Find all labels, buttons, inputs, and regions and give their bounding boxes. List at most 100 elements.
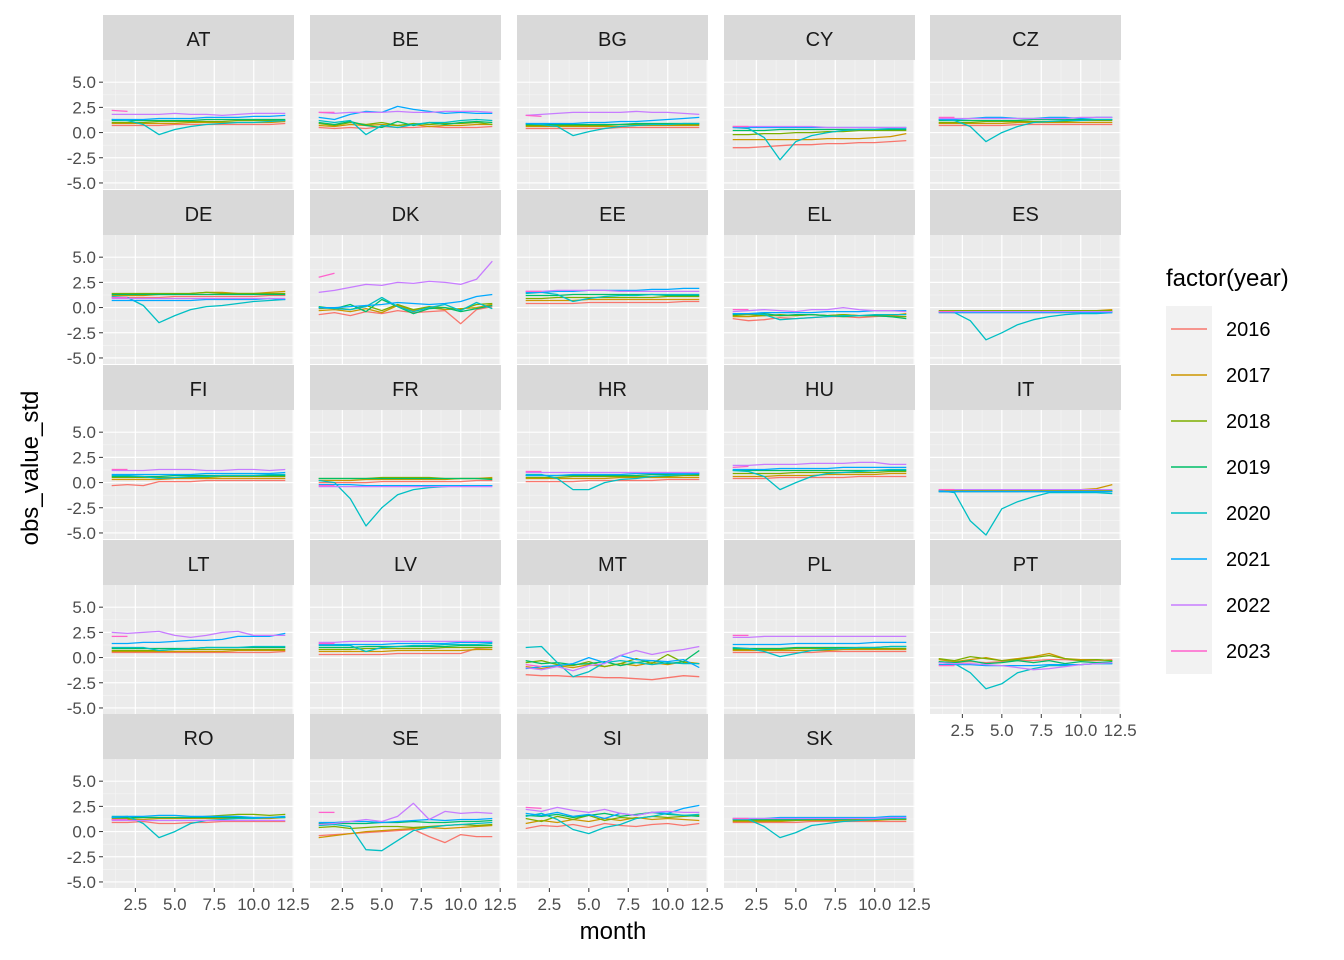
series-line-2018 [525, 653, 700, 668]
x-tick-label: 12.5 [484, 895, 517, 914]
series-line-2016 [525, 300, 700, 305]
y-tick-label: 2.5 [72, 623, 96, 642]
legend-key-background [1166, 306, 1212, 674]
panel-fr: FR [310, 365, 501, 539]
x-tick-label: 5.0 [990, 721, 1014, 740]
y-tick-label: 5.0 [72, 598, 96, 617]
series-line-2020 [111, 295, 286, 324]
strip-label: BE [392, 29, 419, 51]
panel-background [724, 235, 915, 364]
strip-label: LV [394, 554, 418, 576]
series-line-2021 [318, 105, 493, 121]
panel-background [930, 235, 1121, 364]
series-line-2022 [732, 635, 907, 639]
y-tick-label: -5.0 [67, 174, 96, 193]
strip [517, 714, 708, 759]
series-line-2017 [938, 121, 1113, 125]
x-tick-label: 10.0 [444, 895, 477, 914]
panel-si: SI 2.5 5.0 7.5 10.0 12.5 [517, 714, 724, 914]
series-line-2020 [938, 118, 1113, 143]
y-tick-label: 5.0 [72, 248, 96, 267]
x-tick-label: 7.5 [616, 895, 640, 914]
strip-label: CY [806, 29, 834, 51]
strip-label: SK [806, 728, 833, 750]
panel-lv: LV [310, 540, 501, 714]
x-tick-label: 10.0 [858, 895, 891, 914]
panel-hr: HR [517, 365, 708, 539]
strip [310, 714, 501, 759]
y-tick-label: 2.5 [72, 448, 96, 467]
series-line-2020 [111, 118, 286, 136]
x-axis-title: month [580, 918, 647, 945]
strip-label: FR [392, 379, 419, 401]
series-line-2018 [732, 129, 907, 136]
panel-cz: CZ [930, 15, 1121, 189]
y-tick-label: 2.5 [72, 273, 96, 292]
x-tick-label: 5.0 [577, 895, 601, 914]
series-line-2019 [938, 118, 1113, 122]
x-tick-label: 7.5 [202, 895, 226, 914]
series-line-2022 [938, 661, 1113, 671]
strip-label: ES [1012, 204, 1039, 226]
strip-label: SE [392, 728, 419, 750]
series-line-2021 [525, 116, 700, 125]
series-line-2023 [318, 272, 335, 278]
strip-label: LT [188, 554, 210, 576]
series-line-2016 [525, 674, 700, 681]
series-line-2021 [111, 114, 286, 121]
panel-background [724, 759, 915, 888]
y-tick-label: 0.0 [72, 649, 96, 668]
panel-background [930, 585, 1121, 714]
series-line-2017 [111, 649, 286, 653]
panel-fi: FI 5.0 2.5 0.0 -2.5 -5.0 [67, 365, 294, 543]
series-line-2020 [318, 821, 493, 852]
series-line-2016 [732, 650, 907, 654]
y-tick-label: -2.5 [67, 499, 96, 518]
panel-background [517, 759, 708, 888]
series-line-2016 [732, 475, 907, 480]
series-line-2018 [732, 470, 907, 475]
series-line-2021 [111, 814, 286, 819]
strip [310, 190, 501, 235]
series-line-2023 [525, 806, 542, 810]
strip-label: AT [186, 29, 210, 51]
strip-label: MT [598, 554, 627, 576]
series-line-2016 [732, 139, 907, 149]
series-line-2021 [732, 466, 907, 471]
strip [930, 190, 1121, 235]
panel-background [103, 759, 294, 888]
panel-hu: HU [724, 365, 915, 539]
x-tick-label: 7.5 [823, 895, 847, 914]
x-tick-label: 12.5 [1104, 721, 1137, 740]
x-tick-label: 2.5 [951, 721, 975, 740]
y-tick-label: -2.5 [67, 324, 96, 343]
series-line-2022 [525, 806, 700, 817]
y-tick-label: 5.0 [72, 423, 96, 442]
series-line-2017 [938, 652, 1113, 663]
strip [103, 714, 294, 759]
strip-label: SI [603, 728, 622, 750]
series-line-2020 [732, 468, 907, 491]
legend-label-2020: 2020 [1226, 503, 1271, 525]
x-tick-label: 2.5 [124, 895, 148, 914]
series-line-2018 [525, 295, 700, 300]
series-line-2023 [732, 465, 749, 469]
strip-label: EL [807, 204, 831, 226]
y-tick-label: -5.0 [67, 699, 96, 718]
series-line-2017 [111, 477, 286, 481]
x-tick-label: 2.5 [331, 895, 355, 914]
series-line-2022 [111, 468, 286, 472]
strip-label: CZ [1012, 29, 1039, 51]
series-line-2020 [732, 817, 907, 839]
series-line-2022 [732, 816, 907, 820]
series-line-2018 [111, 648, 286, 652]
y-tick-label: -5.0 [67, 873, 96, 892]
strip-label: FI [190, 379, 208, 401]
series-line-2019 [525, 293, 700, 297]
series-line-2022 [318, 110, 493, 115]
x-tick-label: 7.5 [1029, 721, 1053, 740]
series-line-2022 [525, 645, 700, 672]
series-line-2018 [732, 647, 907, 651]
strip [310, 540, 501, 585]
